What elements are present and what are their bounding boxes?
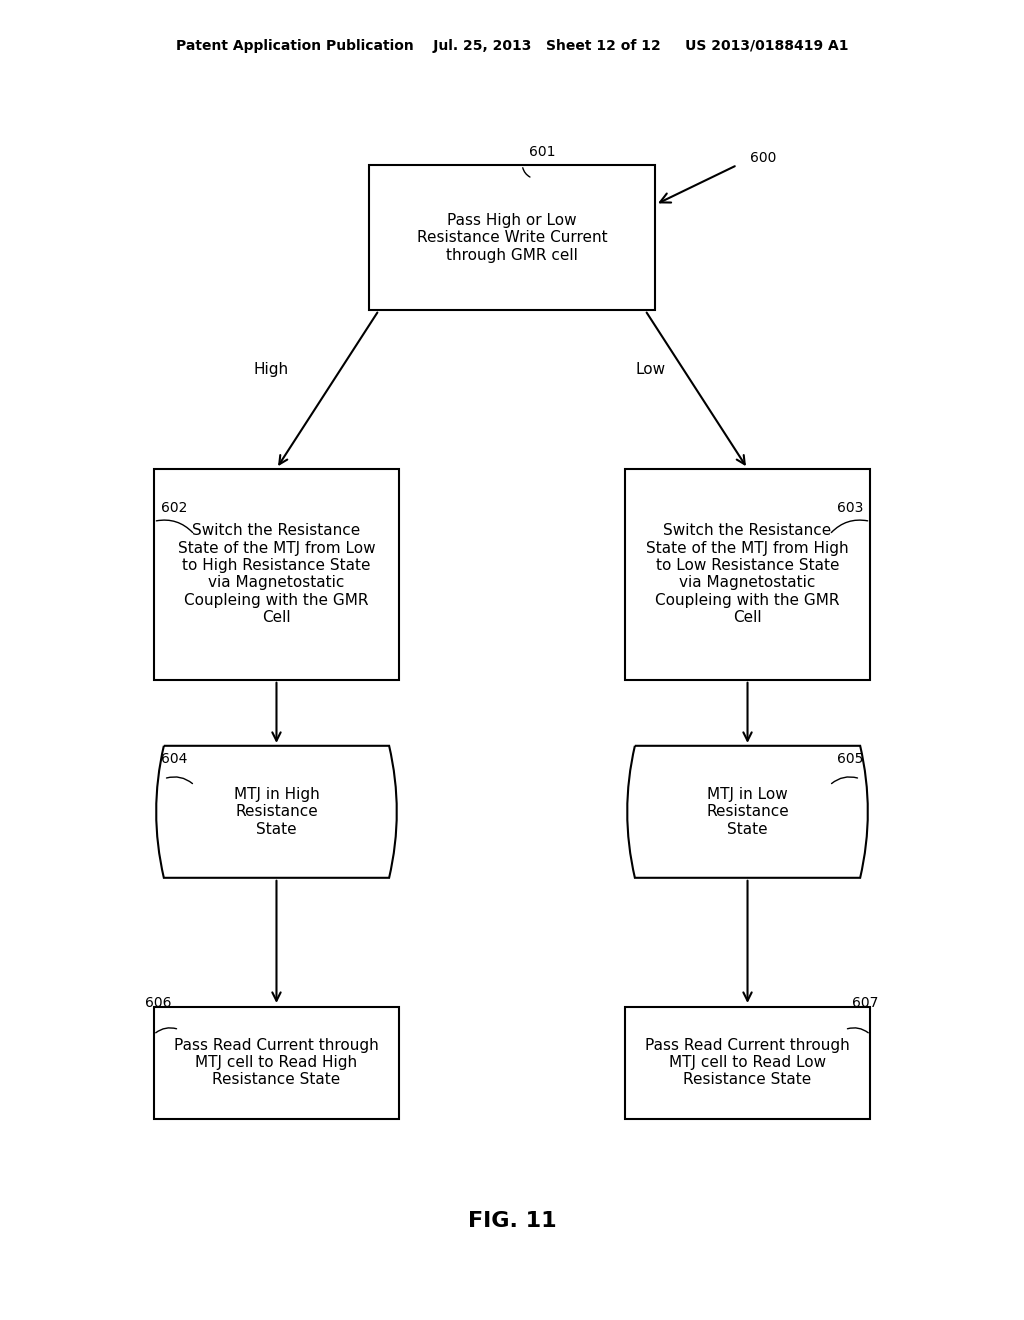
FancyBboxPatch shape	[625, 469, 870, 680]
Text: 603: 603	[837, 502, 863, 515]
Text: 605: 605	[837, 752, 863, 766]
FancyBboxPatch shape	[154, 469, 399, 680]
Text: Switch the Resistance
State of the MTJ from High
to Low Resistance State
via Mag: Switch the Resistance State of the MTJ f…	[646, 523, 849, 626]
Text: High: High	[254, 362, 289, 378]
FancyBboxPatch shape	[154, 1006, 399, 1119]
Text: MTJ in High
Resistance
State: MTJ in High Resistance State	[233, 787, 319, 837]
Text: Pass High or Low
Resistance Write Current
through GMR cell: Pass High or Low Resistance Write Curren…	[417, 213, 607, 263]
PathPatch shape	[157, 746, 396, 878]
Text: Switch the Resistance
State of the MTJ from Low
to High Resistance State
via Mag: Switch the Resistance State of the MTJ f…	[178, 523, 375, 626]
Text: 606: 606	[145, 997, 172, 1010]
Text: 607: 607	[852, 997, 879, 1010]
FancyBboxPatch shape	[369, 165, 655, 310]
Text: 600: 600	[750, 152, 776, 165]
FancyBboxPatch shape	[625, 1006, 870, 1119]
Text: Pass Read Current through
MTJ cell to Read Low
Resistance State: Pass Read Current through MTJ cell to Re…	[645, 1038, 850, 1088]
Text: Pass Read Current through
MTJ cell to Read High
Resistance State: Pass Read Current through MTJ cell to Re…	[174, 1038, 379, 1088]
Text: MTJ in Low
Resistance
State: MTJ in Low Resistance State	[707, 787, 788, 837]
Text: 601: 601	[529, 145, 556, 158]
Text: Patent Application Publication    Jul. 25, 2013   Sheet 12 of 12     US 2013/018: Patent Application Publication Jul. 25, …	[176, 40, 848, 53]
PathPatch shape	[627, 746, 867, 878]
Text: 602: 602	[161, 502, 187, 515]
Text: Low: Low	[635, 362, 666, 378]
Text: FIG. 11: FIG. 11	[468, 1210, 556, 1232]
Text: 604: 604	[161, 752, 187, 766]
